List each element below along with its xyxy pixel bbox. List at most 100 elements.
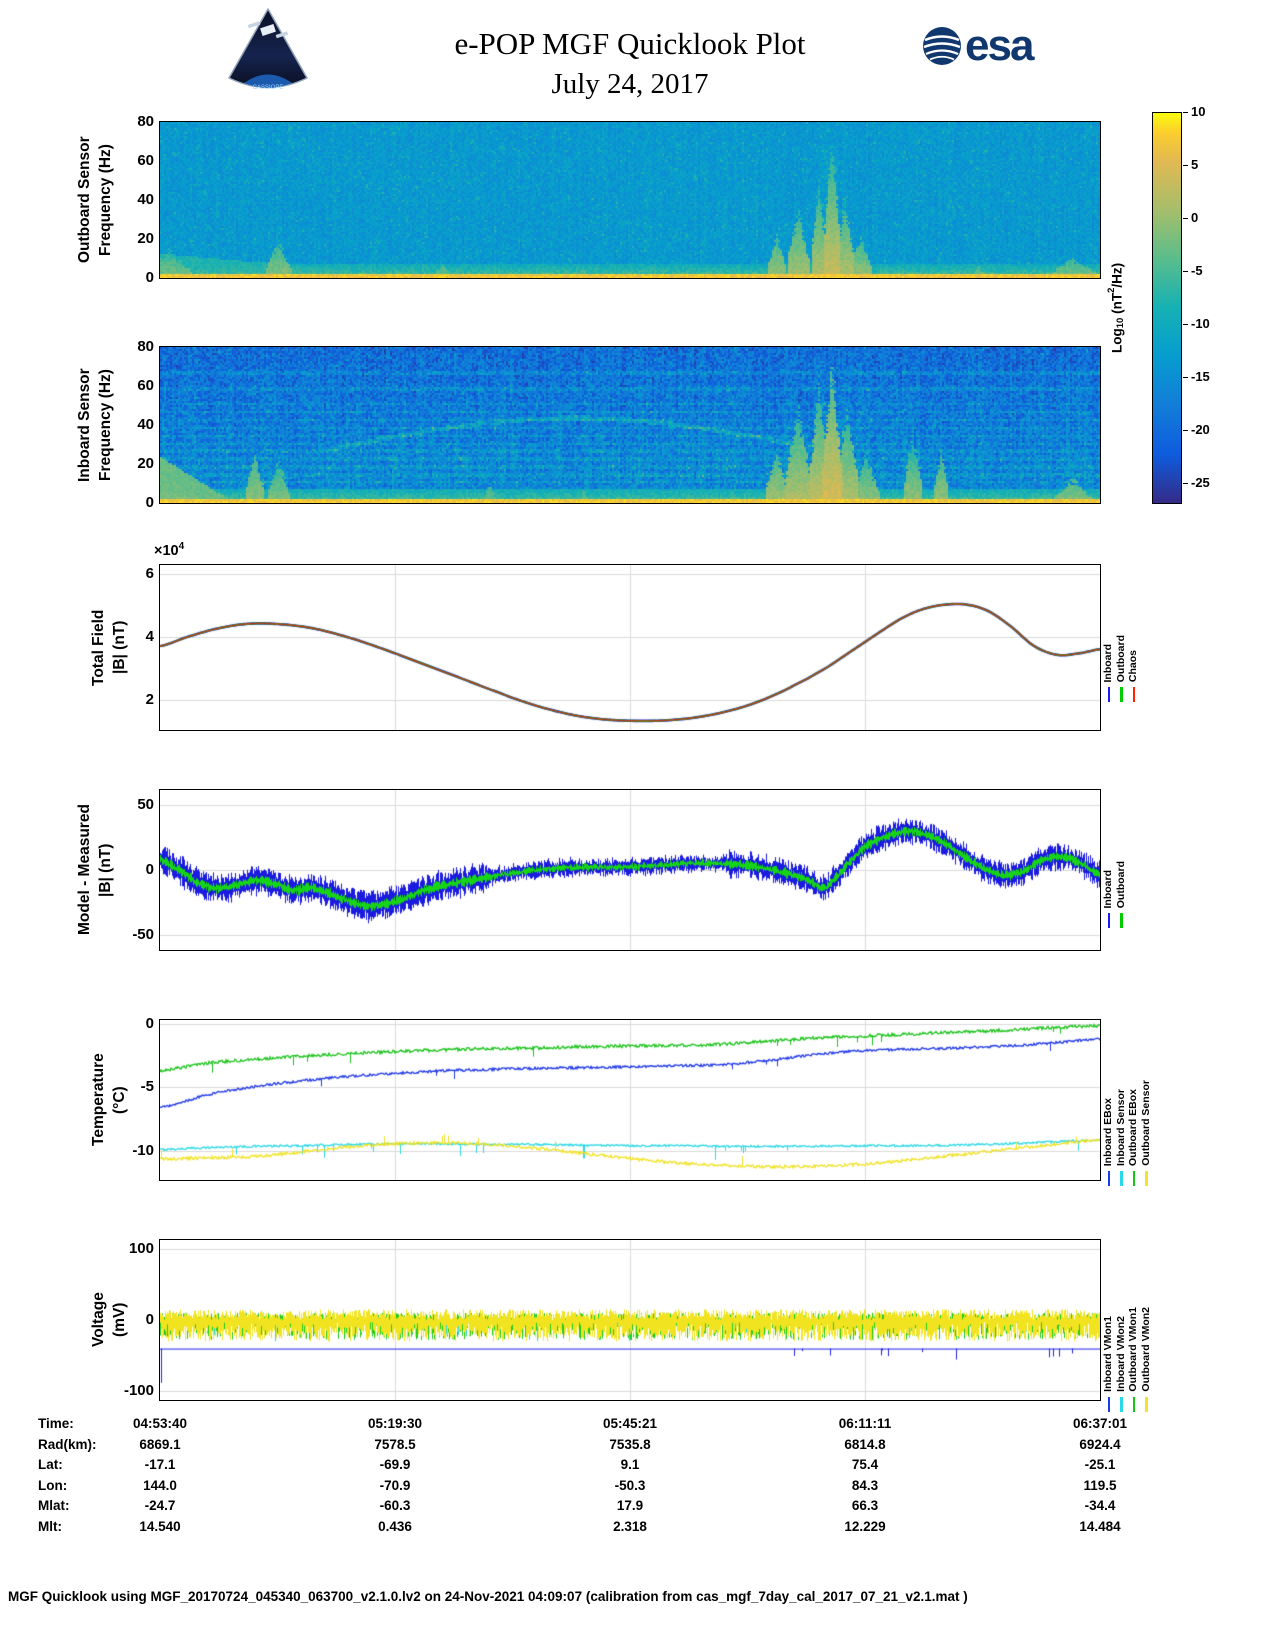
total-field-canvas bbox=[160, 565, 1100, 730]
legend-marker bbox=[1107, 1397, 1110, 1412]
model-measured-canvas bbox=[160, 790, 1100, 950]
colorbar-tick bbox=[1183, 324, 1188, 325]
y-tick-label: 0 bbox=[145, 861, 154, 878]
outboard-spectrogram-panel bbox=[159, 121, 1101, 279]
table-cell: 9.1 bbox=[620, 1457, 640, 1472]
legend-entry: Inboard VMon2 bbox=[1114, 1316, 1128, 1412]
table-cell: 75.4 bbox=[851, 1457, 879, 1472]
y-tick-label: 80 bbox=[137, 338, 154, 355]
colorbar-tick bbox=[1183, 430, 1188, 431]
y-tick-label: -50 bbox=[132, 925, 154, 943]
cassiope-logo: CASSIOPE bbox=[228, 8, 308, 91]
y-tick-label: 100 bbox=[128, 1239, 154, 1257]
y-tick-label: 0 bbox=[145, 1014, 154, 1032]
legend-label: Inboard VMon2 bbox=[1114, 1316, 1127, 1392]
table-cell: -24.7 bbox=[144, 1498, 176, 1513]
table-cell: 17.9 bbox=[616, 1498, 644, 1513]
legend-label: Outboard Sensor bbox=[1139, 1080, 1152, 1166]
table-cell: -69.9 bbox=[379, 1457, 411, 1472]
table-row-label: Lat: bbox=[38, 1457, 63, 1472]
legend-total_field: Inboard Outboard Chaos bbox=[1102, 565, 1140, 702]
table-cell: 66.3 bbox=[851, 1498, 879, 1513]
voltage-canvas bbox=[160, 1240, 1100, 1400]
page-title: e-POP MGF Quicklook Plot bbox=[454, 26, 806, 61]
legend-marker bbox=[1120, 687, 1123, 702]
y-tick-label: 20 bbox=[137, 230, 154, 247]
table-cell: -70.9 bbox=[379, 1477, 411, 1493]
table-row-label: Rad(km): bbox=[38, 1436, 97, 1452]
colorbar-tick bbox=[1183, 218, 1188, 219]
legend-entry: Outboard VMon1 bbox=[1127, 1307, 1140, 1412]
legend-marker bbox=[1132, 1397, 1135, 1412]
legend-label: Outboard bbox=[1114, 860, 1127, 908]
legend-label: Outboard VMon2 bbox=[1139, 1307, 1152, 1392]
legend-entry: Outboard VMon2 bbox=[1139, 1307, 1153, 1412]
legend-entry: Outboard EBox bbox=[1127, 1088, 1140, 1186]
legend-marker bbox=[1132, 1171, 1135, 1186]
legend-label: Outboard EBox bbox=[1127, 1088, 1139, 1166]
table-cell: 14.540 bbox=[139, 1518, 181, 1534]
esa-logo: esa bbox=[922, 24, 1034, 68]
table-cell: 05:45:21 bbox=[602, 1416, 658, 1431]
colorbar-tick-label: 10 bbox=[1191, 104, 1206, 119]
y-tick-label: 40 bbox=[137, 416, 154, 433]
table-row-label: Time: bbox=[38, 1416, 74, 1431]
table-cell: 0.436 bbox=[378, 1518, 412, 1534]
cassiope-wordmark: CASSIOPE bbox=[253, 85, 284, 91]
legend-marker bbox=[1107, 687, 1110, 702]
table-cell: 6924.4 bbox=[1079, 1436, 1121, 1452]
legend-label: Chaos bbox=[1127, 649, 1139, 682]
colorbar-tick-label: -20 bbox=[1191, 421, 1210, 437]
table-cell: 04:53:40 bbox=[132, 1416, 188, 1431]
table-row-label: Mlat: bbox=[38, 1498, 70, 1513]
colorbar-tick-label: -25 bbox=[1191, 474, 1210, 490]
colorbar-tick-label: -5 bbox=[1191, 262, 1203, 278]
satellite-panel-right bbox=[275, 31, 289, 39]
legend-entry: Outboard bbox=[1114, 634, 1128, 702]
table-cell: 7578.5 bbox=[374, 1436, 416, 1452]
y-tick-label: 40 bbox=[137, 191, 154, 208]
legend-entry: Outboard Sensor bbox=[1139, 1080, 1153, 1186]
y-tick-label: 60 bbox=[137, 152, 154, 169]
satellite-body bbox=[260, 24, 276, 36]
legend-label: Inboard bbox=[1102, 643, 1114, 683]
temperature-panel bbox=[159, 1019, 1101, 1181]
y-tick-label: -10 bbox=[132, 1141, 154, 1159]
y-tick-label: -100 bbox=[123, 1382, 154, 1400]
temperature-canvas bbox=[160, 1020, 1100, 1180]
y-tick-label: 20 bbox=[137, 455, 154, 472]
table-cell: -60.3 bbox=[379, 1498, 411, 1513]
legend-marker bbox=[1120, 913, 1123, 928]
table-row-label: Lon: bbox=[38, 1477, 68, 1493]
colorbar-label: Log10 (nT2/Hz) bbox=[1106, 262, 1127, 354]
legend-temperature: Inboard EBox Inboard Sensor Outboard EBox O… bbox=[1102, 1020, 1153, 1186]
legend-entry: Inboard Sensor bbox=[1115, 1089, 1128, 1186]
table-cell: 6814.8 bbox=[844, 1436, 886, 1452]
y-tick-label: 0 bbox=[145, 269, 154, 286]
y-tick-label: -5 bbox=[140, 1078, 154, 1096]
table-cell: 119.5 bbox=[1083, 1477, 1117, 1493]
table-cell: 7535.8 bbox=[609, 1436, 651, 1452]
legend-marker bbox=[1145, 1397, 1148, 1412]
y-tick-label: 50 bbox=[137, 796, 154, 814]
legend-entry: Outboard bbox=[1114, 860, 1128, 928]
legend-entry: Inboard EBox bbox=[1102, 1098, 1115, 1186]
legend-model_minus_measured: Inboard Outboard bbox=[1102, 790, 1128, 928]
y-tick-label: 4 bbox=[145, 628, 154, 646]
table-cell: 2.318 bbox=[613, 1518, 647, 1534]
colorbar bbox=[1152, 112, 1182, 504]
table-cell: 84.3 bbox=[851, 1477, 879, 1493]
legend-marker bbox=[1120, 1171, 1123, 1186]
table-cell: 144.0 bbox=[143, 1477, 177, 1493]
legend-entry: Chaos bbox=[1127, 649, 1140, 702]
table-cell: 05:19:30 bbox=[367, 1416, 423, 1431]
colorbar-tick bbox=[1183, 377, 1188, 378]
y-tick-label: 80 bbox=[137, 113, 154, 130]
y-tick-label: 6 bbox=[145, 565, 154, 583]
colorbar-tick-label: -15 bbox=[1191, 368, 1210, 384]
colorbar-tick bbox=[1183, 271, 1188, 272]
legend-label: Outboard bbox=[1114, 634, 1127, 682]
table-cell: 14.484 bbox=[1079, 1518, 1121, 1534]
legend-marker bbox=[1107, 1171, 1110, 1186]
colorbar-tick-label: -10 bbox=[1191, 315, 1210, 331]
